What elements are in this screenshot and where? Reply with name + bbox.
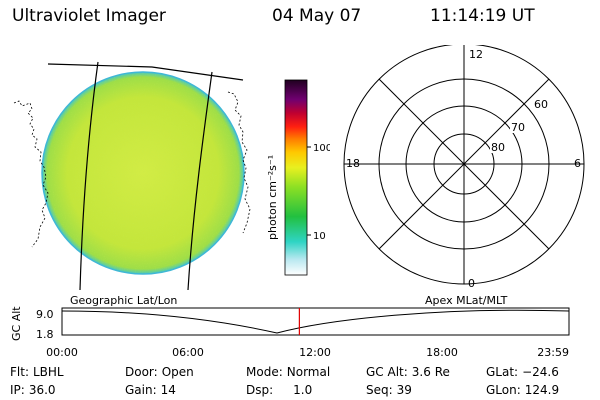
seq-value: 39 <box>396 383 412 397</box>
colorbar-tick-label-10: 10 <box>313 231 326 242</box>
door-info: Door: Open <box>125 365 194 379</box>
timeline-frame <box>61 307 570 336</box>
seq-info: Seq: 39 <box>366 383 412 397</box>
instrument-title: Ultraviolet Imager <box>12 6 166 26</box>
orbit-timeline: Geographic Lat/Lon Apex MLat/MLT GC Alt … <box>10 294 570 359</box>
colorbar-unit-label: photon cm⁻²s⁻¹ <box>266 155 279 240</box>
earth-limb <box>41 71 245 275</box>
lat-label-60: 60 <box>534 98 548 111</box>
gain-value: 14 <box>160 383 176 397</box>
mlt-label-18: 18 <box>346 157 360 170</box>
timeline-axis-label: GC Alt <box>10 306 23 341</box>
colorbar-tick-label-100: 100 <box>313 143 330 154</box>
dsp-info: Dsp: 1.0 <box>246 383 312 397</box>
seq-label: Seq: <box>366 383 393 397</box>
timeline-y-min: 1.8 <box>36 328 54 341</box>
timeline-left-label: Geographic Lat/Lon <box>70 294 177 307</box>
longitude-line <box>187 71 213 291</box>
polar-plot: 12 18 6 0 60 70 80 <box>343 45 585 290</box>
latitude-line <box>47 63 244 81</box>
longitude-line <box>79 61 99 291</box>
gc-alt-info: GC Alt: 3.6 Re <box>366 365 450 379</box>
coastline <box>13 100 49 248</box>
filter-info: Flt: LBHL <box>10 365 64 379</box>
glat-value: −24.6 <box>522 365 559 379</box>
lat-label-70: 70 <box>511 121 525 134</box>
filter-value: LBHL <box>32 365 64 379</box>
gc-alt-label: GC Alt: <box>366 365 408 379</box>
x-tick-0000: 00:00 <box>46 346 78 359</box>
polar-diagonal <box>378 78 550 250</box>
x-tick-1200: 12:00 <box>299 346 331 359</box>
lat-label-80: 80 <box>491 141 505 154</box>
glat-info: GLat: −24.6 <box>486 365 559 379</box>
mode-value: Normal <box>286 365 331 379</box>
disk-noise-texture <box>42 72 244 274</box>
glon-info: GLon: 124.9 <box>486 383 559 397</box>
door-label: Door: <box>125 365 158 379</box>
mode-label: Mode: <box>246 365 283 379</box>
timeline-y-max: 9.0 <box>36 308 54 321</box>
timeline-right-label: Apex MLat/MLT <box>425 294 508 307</box>
x-tick-1800: 18:00 <box>426 346 458 359</box>
glon-label: GLon: <box>486 383 521 397</box>
x-tick-2359: 23:59 <box>537 346 569 359</box>
mlt-label-0: 0 <box>468 277 475 290</box>
ip-value: 36.0 <box>28 383 56 397</box>
gain-info: Gain: 14 <box>125 383 176 397</box>
image-date: 04 May 07 <box>272 6 362 26</box>
colorbar: 100 10 photon cm⁻²s⁻¹ <box>266 79 330 276</box>
door-value: Open <box>161 365 194 379</box>
ip-info: IP: 36.0 <box>10 383 56 397</box>
mlt-label-6: 6 <box>574 157 581 170</box>
gain-label: Gain: <box>125 383 157 397</box>
image-time: 11:14:19 UT <box>430 6 535 26</box>
glon-value: 124.9 <box>524 383 560 397</box>
glat-label: GLat: <box>486 365 519 379</box>
colorbar-gradient <box>284 79 308 276</box>
coastline <box>227 91 251 234</box>
mode-info: Mode: Normal <box>246 365 330 379</box>
x-tick-0600: 06:00 <box>172 346 204 359</box>
altitude-curve <box>61 309 570 334</box>
dsp-value: 1.0 <box>293 383 313 397</box>
gc-alt-value: 3.6 Re <box>411 365 450 379</box>
mlt-label-12: 12 <box>469 48 483 61</box>
filter-label: Flt: <box>10 365 29 379</box>
dsp-label: Dsp: <box>246 383 274 397</box>
ip-label: IP: <box>10 383 25 397</box>
